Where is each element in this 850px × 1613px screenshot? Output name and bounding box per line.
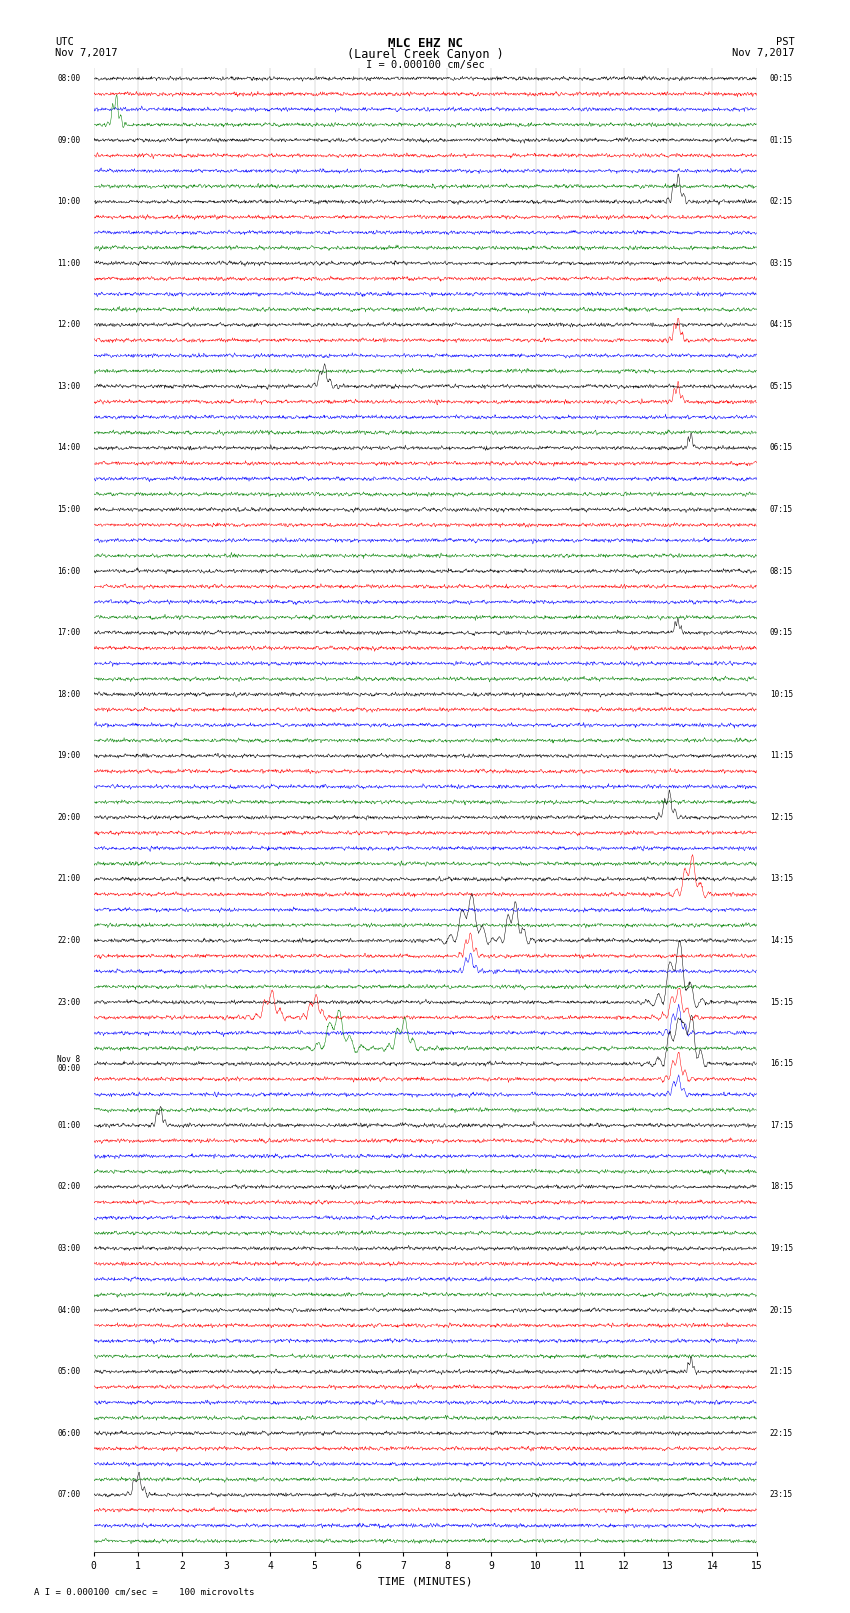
Text: 04:15: 04:15 [770, 321, 793, 329]
Text: 17:00: 17:00 [57, 627, 80, 637]
Text: 18:00: 18:00 [57, 690, 80, 698]
Text: Nov 7,2017: Nov 7,2017 [732, 48, 795, 58]
Text: 10:00: 10:00 [57, 197, 80, 206]
Text: Nov 8: Nov 8 [57, 1055, 80, 1063]
Text: 14:00: 14:00 [57, 444, 80, 453]
Text: 23:15: 23:15 [770, 1490, 793, 1498]
Text: 07:00: 07:00 [57, 1490, 80, 1498]
Text: 06:15: 06:15 [770, 444, 793, 453]
Text: 14:15: 14:15 [770, 936, 793, 945]
Text: 23:00: 23:00 [57, 998, 80, 1007]
Text: 11:15: 11:15 [770, 752, 793, 760]
Text: I = 0.000100 cm/sec: I = 0.000100 cm/sec [366, 60, 484, 69]
X-axis label: TIME (MINUTES): TIME (MINUTES) [377, 1576, 473, 1586]
Text: 21:15: 21:15 [770, 1368, 793, 1376]
Text: 20:15: 20:15 [770, 1305, 793, 1315]
Text: A I = 0.000100 cm/sec =    100 microvolts: A I = 0.000100 cm/sec = 100 microvolts [34, 1587, 254, 1597]
Text: 20:00: 20:00 [57, 813, 80, 823]
Text: 09:15: 09:15 [770, 627, 793, 637]
Text: 01:15: 01:15 [770, 135, 793, 145]
Text: 05:00: 05:00 [57, 1368, 80, 1376]
Text: 22:00: 22:00 [57, 936, 80, 945]
Text: 19:00: 19:00 [57, 752, 80, 760]
Text: 02:15: 02:15 [770, 197, 793, 206]
Text: PST: PST [776, 37, 795, 47]
Text: 05:15: 05:15 [770, 382, 793, 390]
Text: 09:00: 09:00 [57, 135, 80, 145]
Text: 03:00: 03:00 [57, 1244, 80, 1253]
Text: 00:15: 00:15 [770, 74, 793, 82]
Text: 19:15: 19:15 [770, 1244, 793, 1253]
Text: 00:00: 00:00 [57, 1063, 80, 1073]
Text: 17:15: 17:15 [770, 1121, 793, 1129]
Text: 13:00: 13:00 [57, 382, 80, 390]
Text: 18:15: 18:15 [770, 1182, 793, 1192]
Text: 04:00: 04:00 [57, 1305, 80, 1315]
Text: (Laurel Creek Canyon ): (Laurel Creek Canyon ) [347, 48, 503, 61]
Text: UTC: UTC [55, 37, 74, 47]
Text: 08:00: 08:00 [57, 74, 80, 82]
Text: 22:15: 22:15 [770, 1429, 793, 1437]
Text: 12:15: 12:15 [770, 813, 793, 823]
Text: 16:15: 16:15 [770, 1060, 793, 1068]
Text: 16:00: 16:00 [57, 566, 80, 576]
Text: 02:00: 02:00 [57, 1182, 80, 1192]
Text: 01:00: 01:00 [57, 1121, 80, 1129]
Text: 13:15: 13:15 [770, 874, 793, 884]
Text: 15:00: 15:00 [57, 505, 80, 515]
Text: Nov 7,2017: Nov 7,2017 [55, 48, 118, 58]
Text: 12:00: 12:00 [57, 321, 80, 329]
Text: 07:15: 07:15 [770, 505, 793, 515]
Text: 08:15: 08:15 [770, 566, 793, 576]
Text: 03:15: 03:15 [770, 258, 793, 268]
Text: 10:15: 10:15 [770, 690, 793, 698]
Text: MLC EHZ NC: MLC EHZ NC [388, 37, 462, 50]
Text: 06:00: 06:00 [57, 1429, 80, 1437]
Text: 21:00: 21:00 [57, 874, 80, 884]
Text: 15:15: 15:15 [770, 998, 793, 1007]
Text: 11:00: 11:00 [57, 258, 80, 268]
